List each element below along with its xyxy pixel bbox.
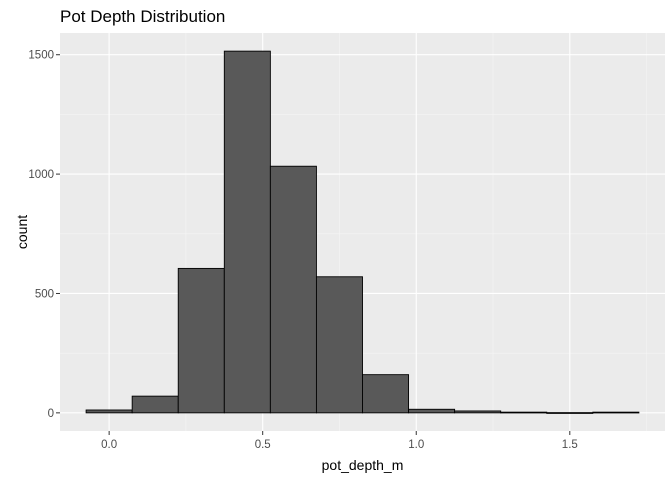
y-axis-title: count (14, 215, 30, 249)
y-tick-label: 0 (48, 408, 54, 420)
chart-title: Pot Depth Distribution (60, 7, 225, 26)
histogram-bar (315, 276, 363, 414)
histogram-bar (362, 374, 410, 414)
histogram-bar (223, 50, 271, 414)
histogram-bar (546, 412, 594, 414)
histogram-bar (500, 411, 548, 414)
x-axis-title: pot_depth_m (322, 457, 404, 473)
histogram-bar (177, 267, 225, 414)
y-axis-ticks: 0 500 1000 1500 (28, 50, 60, 420)
x-tick-label: 1.0 (408, 439, 424, 451)
histogram-bar (408, 408, 456, 414)
y-tick-label: 1500 (28, 50, 54, 62)
histogram-bar (592, 411, 640, 414)
x-tick-label: 0.0 (101, 439, 117, 451)
histogram-bar (269, 165, 317, 414)
x-tick-label: 0.5 (255, 439, 271, 451)
y-tick-label: 1000 (28, 169, 54, 181)
minor-grid (60, 33, 665, 431)
x-tick-label: 1.5 (562, 439, 578, 451)
histogram-bar (131, 395, 179, 414)
x-axis-ticks: 0.0 0.5 1.0 1.5 (101, 431, 578, 451)
y-tick-label: 500 (35, 288, 54, 300)
histogram-bar (454, 410, 502, 414)
histogram-bars (85, 50, 640, 414)
histogram-bar (85, 409, 133, 414)
